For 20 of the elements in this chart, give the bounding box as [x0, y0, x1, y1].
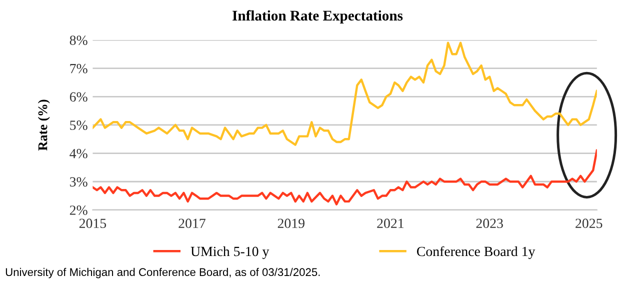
y-tick-label: 4% [70, 148, 88, 158]
y-tick-label: 6% [70, 92, 88, 102]
chart-title: Inflation Rate Expectations [232, 10, 403, 24]
line-series [92, 42, 597, 146]
text: University of Michigan and Conference Board, as of 03/31/2025. [6, 268, 320, 278]
y-tick-label: 2% [70, 206, 88, 215]
legend-label: UMich 5-10 y [190, 246, 270, 260]
x-tick-label: 2017 [178, 218, 206, 228]
x-tick-label: 2021 [377, 218, 404, 228]
y-axis-title: Rate (%) [38, 100, 50, 151]
x-tick-label: 2019 [278, 218, 304, 228]
legend-label: Conference Board 1y [417, 246, 536, 260]
x-tick-label: 2025 [576, 218, 602, 228]
y-tick-label: 3% [70, 177, 88, 187]
x-tick-label: 2015 [79, 218, 106, 228]
y-tick-label: 7% [70, 64, 88, 74]
y-tick-label: 5% [70, 120, 88, 130]
x-tick-label: 2023 [476, 218, 503, 228]
line-series [92, 149, 597, 206]
y-tick-label: 8% [70, 36, 88, 46]
